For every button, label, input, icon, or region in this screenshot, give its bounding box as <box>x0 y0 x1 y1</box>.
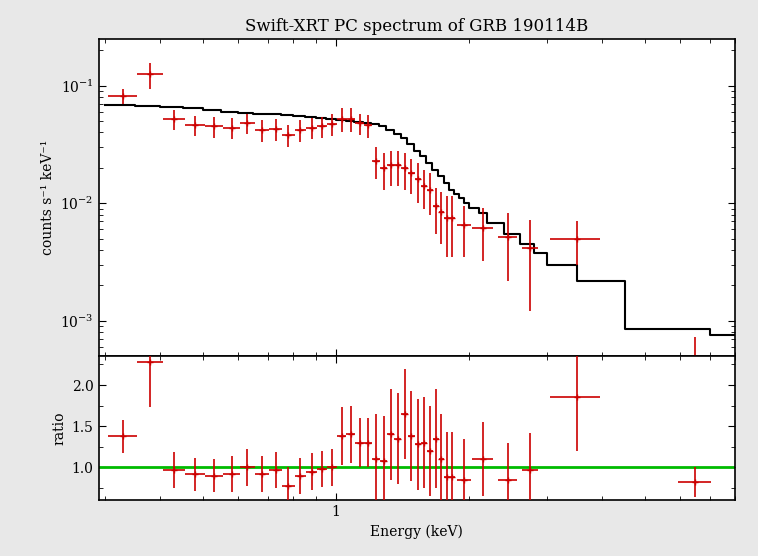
Y-axis label: counts s⁻¹ keV⁻¹: counts s⁻¹ keV⁻¹ <box>41 140 55 255</box>
X-axis label: Energy (keV): Energy (keV) <box>371 525 463 539</box>
Title: Swift-XRT PC spectrum of GRB 190114B: Swift-XRT PC spectrum of GRB 190114B <box>246 18 588 34</box>
Y-axis label: ratio: ratio <box>52 411 66 445</box>
